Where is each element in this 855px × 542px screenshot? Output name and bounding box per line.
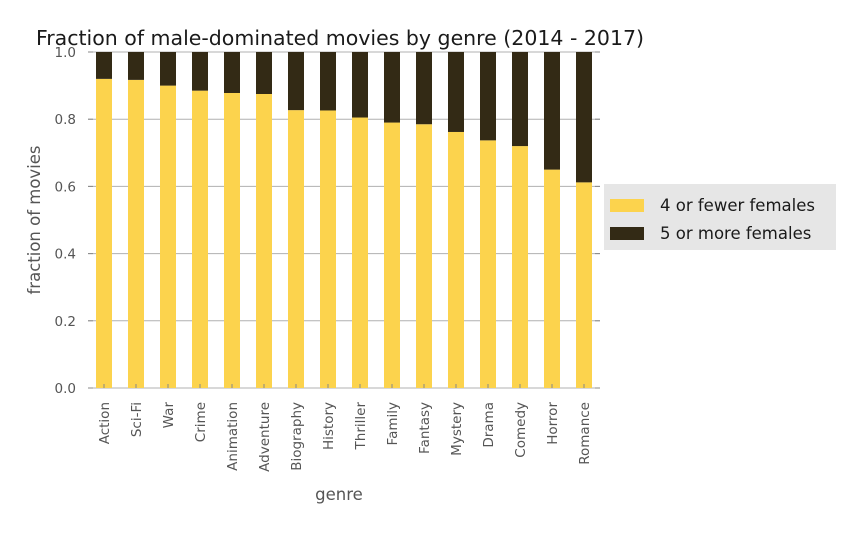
bar-crime-series-0 <box>192 90 208 388</box>
x-axis: Action Sci-Fi War Crime Animation Adventure Bi… <box>97 384 593 472</box>
bar-animation-series-0 <box>224 92 240 388</box>
bar-comedy-series-0 <box>512 146 528 388</box>
bar-horror-series-1 <box>544 52 560 170</box>
bar-comedy-series-1 <box>512 52 528 147</box>
bar-fantasy-series-1 <box>416 52 432 125</box>
x-tick-label: Crime <box>193 402 209 442</box>
bar-war-series-1 <box>160 52 176 86</box>
x-tick-label: Comedy <box>513 402 529 458</box>
chart-title: Fraction of male-dominated movies by gen… <box>36 26 644 50</box>
x-tick-label: Drama <box>481 402 497 448</box>
x-tick-label: Romance <box>577 402 593 465</box>
x-tick-label: Mystery <box>449 402 465 456</box>
bar-thriller-series-1 <box>352 52 368 118</box>
x-tick-label: Animation <box>225 402 241 471</box>
bar-action-series-0 <box>96 78 112 388</box>
bar-biography-series-0 <box>288 110 304 389</box>
bar-drama-series-1 <box>480 52 496 141</box>
bar-war-series-0 <box>160 85 176 388</box>
bar-romance-series-0 <box>576 182 592 388</box>
bar-adventure-series-1 <box>256 52 272 94</box>
legend-label: 4 or fewer females <box>660 196 815 215</box>
y-tick-label: 0.4 <box>55 247 76 263</box>
y-tick-label: 0.8 <box>55 112 76 128</box>
x-tick-label: Fantasy <box>417 402 433 454</box>
bar-family-series-0 <box>384 122 400 388</box>
bars <box>96 52 592 389</box>
bar-crime-series-1 <box>192 52 208 91</box>
bar-animation-series-1 <box>224 52 240 93</box>
bar-horror-series-0 <box>544 169 560 388</box>
bar-drama-series-0 <box>480 140 496 388</box>
bar-romance-series-1 <box>576 52 592 183</box>
y-tick-label: 0.0 <box>55 381 76 397</box>
x-tick-label: Thriller <box>353 402 369 451</box>
legend: 4 or fewer females 5 or more females <box>604 184 836 250</box>
y-tick-label: 0.6 <box>55 179 76 195</box>
x-tick-label: Adventure <box>257 402 273 472</box>
bar-sci-fi-series-0 <box>128 79 144 388</box>
x-tick-label: Biography <box>289 402 305 471</box>
x-tick-label: Horror <box>545 402 561 445</box>
bar-biography-series-1 <box>288 52 304 111</box>
bar-history-series-0 <box>320 110 336 389</box>
bar-mystery-series-1 <box>448 52 464 132</box>
legend-swatch <box>610 227 644 240</box>
legend-swatch <box>610 199 644 212</box>
bar-fantasy-series-0 <box>416 124 432 389</box>
bar-action-series-1 <box>96 52 112 79</box>
bar-sci-fi-series-1 <box>128 52 144 80</box>
x-tick-label: Action <box>97 402 113 444</box>
x-tick-label: History <box>321 402 337 450</box>
y-tick-label: 1.0 <box>55 45 76 61</box>
y-tick-label: 0.2 <box>55 314 76 330</box>
y-axis: 0.0 0.2 0.4 0.6 0.8 1.0 <box>55 45 600 397</box>
x-tick-label: Sci-Fi <box>129 402 145 437</box>
x-tick-label: War <box>161 402 177 429</box>
bar-adventure-series-0 <box>256 94 272 388</box>
legend-label: 5 or more females <box>660 224 811 243</box>
bar-mystery-series-0 <box>448 131 464 388</box>
bar-thriller-series-0 <box>352 117 368 389</box>
x-axis-label: genre <box>315 485 363 504</box>
bar-history-series-1 <box>320 52 336 111</box>
bar-family-series-1 <box>384 52 400 123</box>
x-tick-label: Family <box>385 402 401 445</box>
y-axis-label: fraction of movies <box>25 145 44 294</box>
